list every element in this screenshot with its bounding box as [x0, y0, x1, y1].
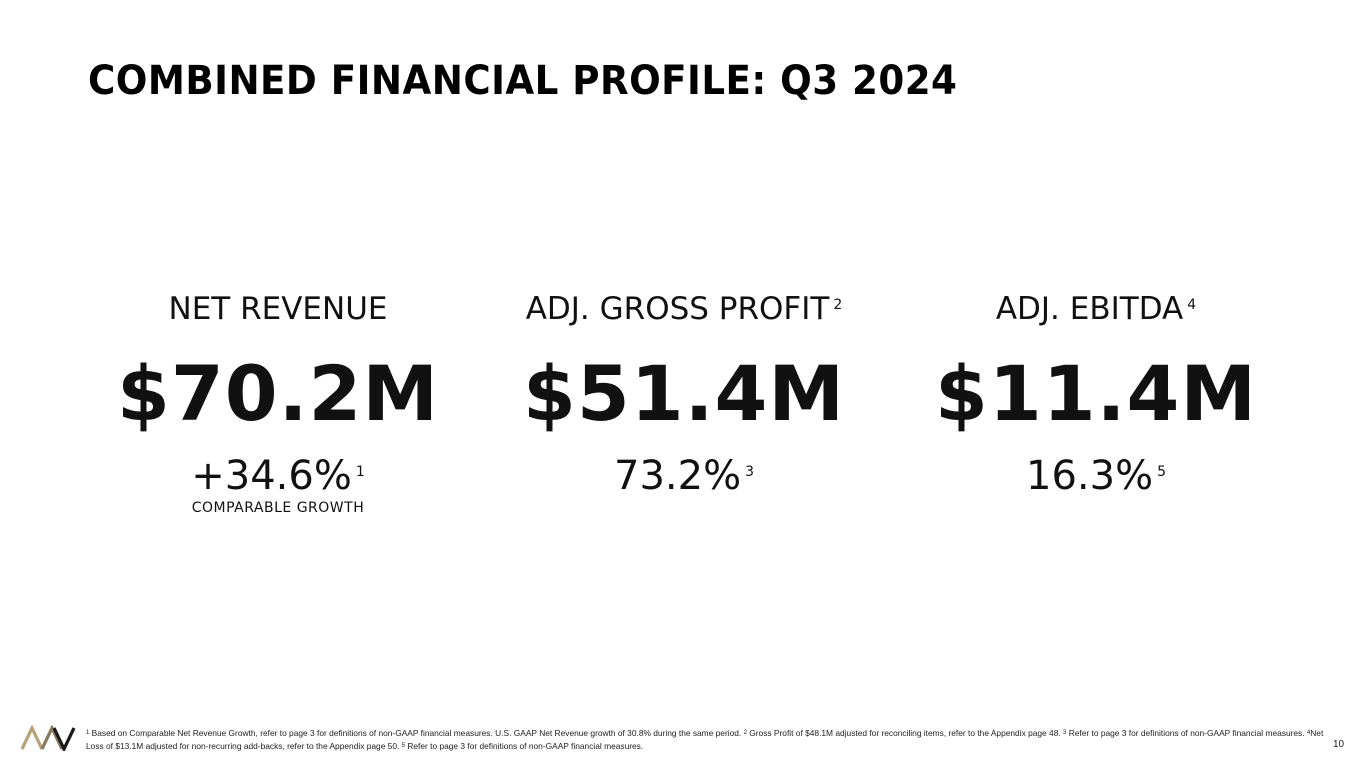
- footnote-number: 5: [401, 743, 405, 749]
- footnote-text: Net Loss of $13.1M adjusted for non-recu…: [86, 728, 1324, 751]
- footnote-text: Refer to page 3 for definitions of non-G…: [1066, 728, 1307, 738]
- metric-adj-gross-profit: ADJ. GROSS PROFIT 2 $51.4M 73.2% 3: [474, 286, 894, 500]
- metric-label: NET REVENUE: [68, 286, 488, 332]
- footnote-number: 1: [86, 730, 90, 736]
- footnote-number: 3: [1063, 730, 1067, 736]
- footnote-text: Refer to page 3 for definitions of non-G…: [405, 741, 644, 751]
- metric-sub: 73.2% 3: [474, 452, 894, 500]
- footnotes: 1 Based on Comparable Net Revenue Growth…: [86, 727, 1326, 753]
- metric-sub-text: 73.2%: [614, 453, 742, 499]
- metric-adj-ebitda: ADJ. EBITDA 4 $11.4M 16.3% 5: [886, 286, 1306, 500]
- footnote-marker: 3: [745, 464, 754, 480]
- metric-label-text: ADJ. EBITDA: [995, 291, 1184, 327]
- company-logo-icon: [20, 725, 76, 751]
- metric-sub: 16.3% 5: [886, 452, 1306, 500]
- metric-value: $11.4M: [934, 349, 1258, 438]
- footnote-number: 2: [743, 730, 747, 736]
- metric-label-text: NET REVENUE: [168, 291, 388, 327]
- metric-sub: +34.6% 1: [68, 452, 488, 500]
- page-number: 10: [1333, 739, 1345, 750]
- footnote-marker: 4: [1187, 297, 1197, 313]
- footnote-marker: 5: [1157, 464, 1166, 480]
- metric-value: $70.2M: [116, 349, 440, 438]
- metric-net-revenue: NET REVENUE $70.2M +34.6% 1 COMPARABLE GR…: [68, 286, 488, 516]
- footnote-marker: 1: [355, 464, 365, 480]
- footnote-marker: 2: [833, 297, 843, 313]
- metric-sub-text: +34.6%: [191, 453, 352, 499]
- metric-label: ADJ. EBITDA 4: [886, 286, 1306, 332]
- metric-label: ADJ. GROSS PROFIT 2: [474, 286, 894, 332]
- page-title: COMBINED FINANCIAL PROFILE: Q3 2024: [88, 58, 958, 104]
- footnote-text: Based on Comparable Net Revenue Growth, …: [89, 728, 744, 738]
- metric-sub-text: 16.3%: [1026, 453, 1154, 499]
- metric-sub-label: COMPARABLE GROWTH: [191, 500, 365, 516]
- metric-value: $51.4M: [522, 349, 846, 438]
- footnote-text: Gross Profit of $48.1M adjusted for reco…: [746, 728, 1064, 738]
- metric-label-text: ADJ. GROSS PROFIT: [525, 291, 830, 327]
- footnote-number: 4: [1306, 730, 1311, 736]
